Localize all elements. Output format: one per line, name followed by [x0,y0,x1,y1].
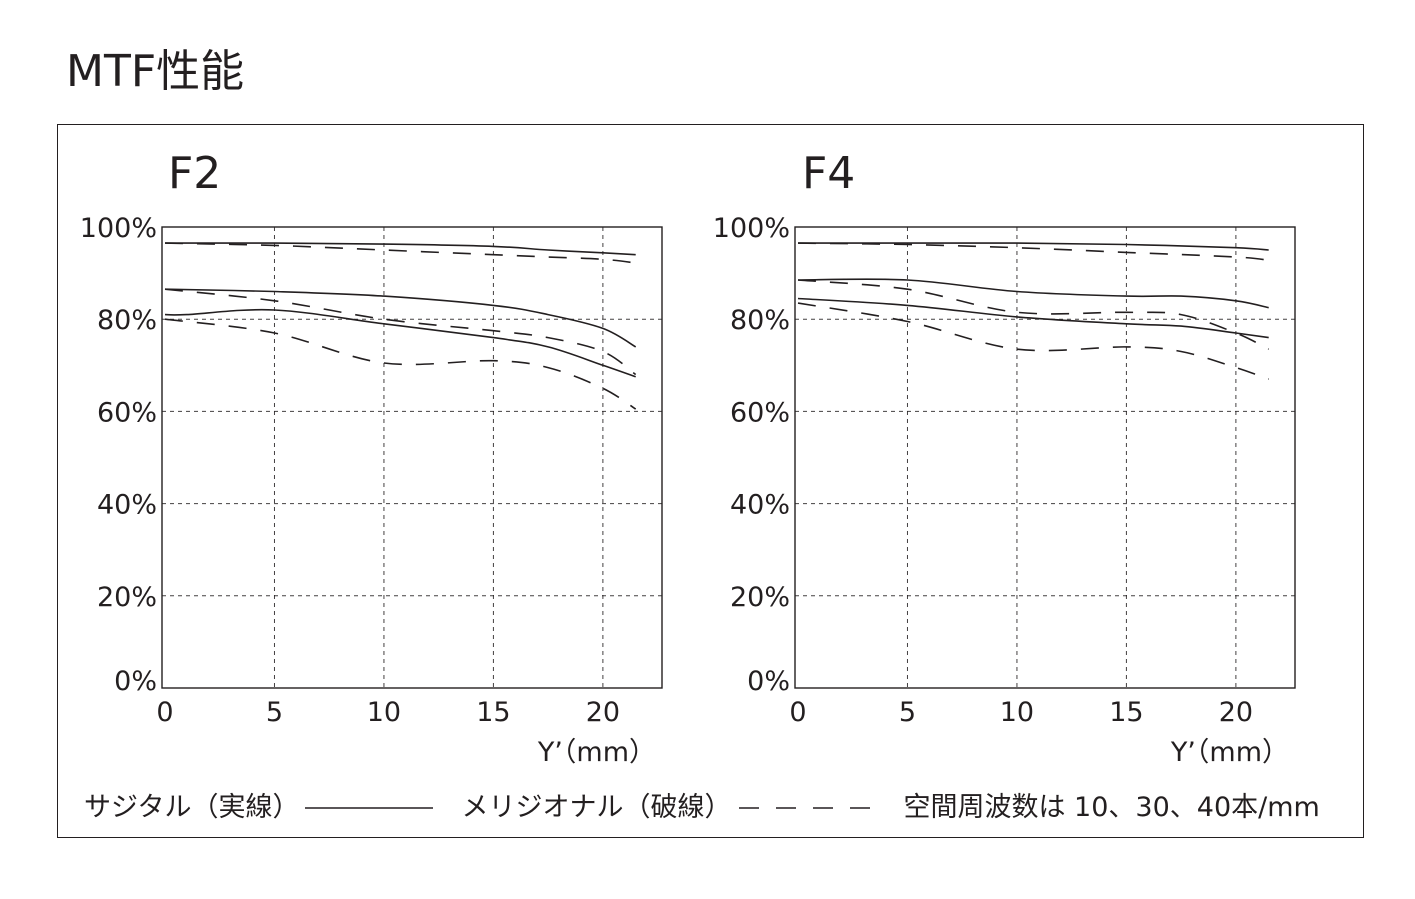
meridional-series-line-5 [797,302,1269,380]
legend-meridional-label: メリジオナル（破線） [461,792,732,823]
x-axis-label: Y’（mm） [537,737,656,768]
y-tick-label: 20% [730,582,790,613]
y-tick-label: 80% [97,305,157,336]
y-tick-label: 60% [97,397,157,428]
sagittal-series-line-2 [797,278,1269,309]
plot-area-border [794,226,1296,689]
x-tick-label: 10 [367,697,401,728]
meridional-series-line-1 [164,242,636,264]
x-tick-label: 0 [789,697,806,728]
legend-solid-line-sample [305,807,434,809]
meridional-series-line-3 [797,279,1270,350]
sagittal-series-line-2 [164,288,637,348]
sagittal-series-line-4 [797,297,1269,339]
x-tick-label: 5 [266,697,283,728]
plot-area-border [161,226,663,689]
x-tick-label: 15 [1109,697,1143,728]
legend-frequency-note: 空間周波数は 10、30、40本/mm [903,792,1320,823]
meridional-series-line-5 [164,318,637,410]
x-tick-label: 10 [1000,697,1034,728]
meridional-series-line-3 [164,288,637,376]
y-tick-label: 40% [730,490,790,521]
x-tick-label: 5 [899,697,916,728]
y-tick-label: 0% [114,666,157,697]
legend-sagittal-label: サジタル（実線） [84,792,300,823]
y-tick-label: 100% [80,213,157,244]
y-tick-label: 40% [97,490,157,521]
legend-dashed-line-sample [739,807,878,809]
chart-frame [57,124,1364,838]
y-tick-label: 100% [713,213,790,244]
chart-title: F2 [168,148,221,199]
sagittal-series-line-4 [164,308,636,378]
x-tick-label: 20 [1219,697,1253,728]
y-tick-label: 20% [97,582,157,613]
x-axis-label: Y’（mm） [1170,737,1289,768]
y-tick-label: 0% [747,666,790,697]
y-tick-label: 60% [730,397,790,428]
sagittal-series-line-0 [164,242,636,256]
legend: サジタル（実線） メリジオナル（破線） 空間周波数は 10、30、40本/mm [84,790,1320,826]
page-title: MTF性能 [66,46,245,97]
chart-title: F4 [802,148,855,199]
y-tick-label: 80% [730,305,790,336]
meridional-series-line-1 [797,242,1269,261]
x-tick-label: 0 [156,697,173,728]
x-tick-label: 15 [476,697,510,728]
sagittal-series-line-0 [798,242,1269,251]
x-tick-label: 20 [586,697,620,728]
